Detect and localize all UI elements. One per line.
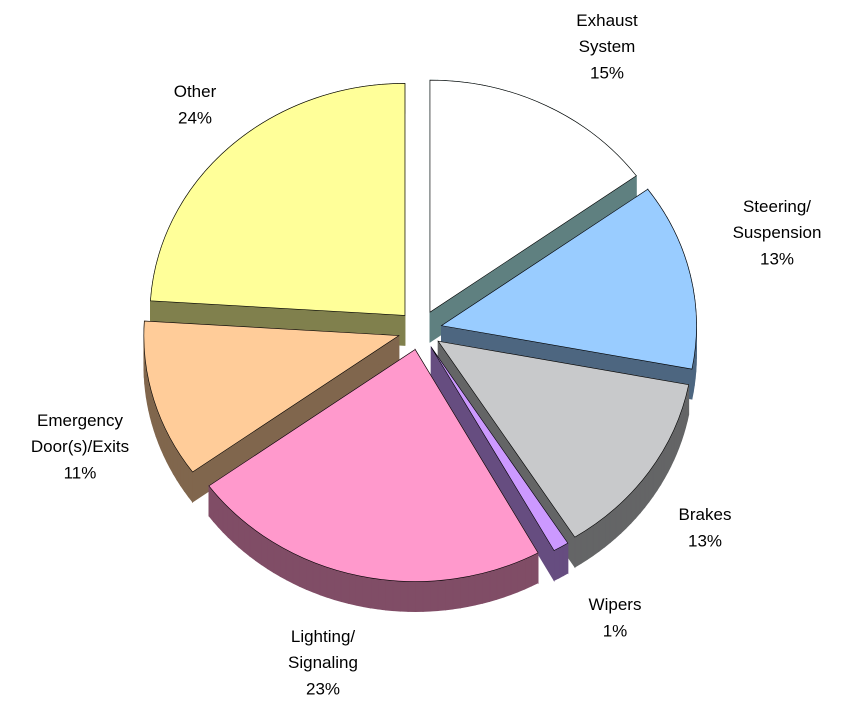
slice-side [362, 576, 372, 609]
category-label: Wipers [589, 595, 642, 614]
value-label: 15% [590, 63, 624, 82]
slice-side [625, 492, 632, 530]
slice-side [635, 481, 641, 519]
slice-side [232, 511, 239, 548]
slice-side [482, 570, 491, 604]
value-label: 23% [306, 679, 340, 698]
slice-side [586, 524, 594, 561]
value-label: 13% [760, 249, 794, 268]
pie-slice [150, 83, 406, 316]
slice-side [503, 564, 512, 598]
slice [143, 320, 400, 504]
slice-side [430, 580, 439, 612]
pie-slice [437, 340, 690, 538]
slice-side [260, 533, 268, 570]
slice-side [574, 532, 582, 568]
slice-side [510, 561, 519, 596]
slice-side [452, 577, 461, 610]
slice-side [553, 547, 560, 582]
pie-slice [440, 188, 697, 370]
slice-side [517, 558, 526, 593]
slice-side [437, 579, 446, 612]
slice-side [496, 566, 505, 600]
slice-side [227, 506, 234, 543]
slice-side [273, 541, 281, 577]
value-label: 11% [64, 463, 97, 482]
slice-side [267, 537, 275, 574]
slice-side [299, 555, 307, 590]
slice-side [474, 572, 483, 606]
slice-side [238, 515, 245, 553]
slice-side [385, 579, 394, 612]
slice-side [562, 542, 569, 577]
slice-side [615, 502, 622, 539]
slice-side [422, 580, 431, 612]
slice-side [648, 464, 654, 503]
slice-side [279, 545, 287, 581]
slice-side [639, 476, 646, 514]
value-label: 13% [688, 531, 722, 550]
slice-side [415, 581, 424, 612]
slice-side [355, 574, 364, 608]
slice-side [620, 497, 627, 535]
slice-side [400, 580, 409, 612]
value-label: 1% [603, 621, 628, 640]
slice [208, 348, 539, 612]
pie-slice [429, 79, 637, 313]
slice-side [392, 580, 401, 612]
slice-side [243, 520, 251, 557]
slice-side [292, 552, 300, 587]
slice-side [326, 566, 335, 601]
category-label: Emergency Door(s)/Exits [31, 411, 129, 456]
category-label: Lighting/Signaling [288, 627, 358, 672]
slice-side [370, 577, 379, 610]
slice-side [580, 528, 588, 565]
slice-side [222, 500, 229, 539]
slice-side [460, 576, 469, 609]
slice-side [255, 529, 262, 566]
slice-side [305, 558, 314, 593]
slice-side [558, 545, 564, 579]
slice-side [467, 574, 476, 608]
slice-side [285, 549, 294, 584]
slice-side [319, 564, 328, 598]
slice-side [630, 486, 637, 525]
category-label: Brakes [679, 505, 732, 524]
slice-side [333, 568, 342, 603]
category-label: Steering/Suspension [733, 197, 822, 242]
slice-side [249, 525, 256, 562]
slice-side [312, 561, 321, 596]
slice-side [348, 572, 357, 606]
slice-side [524, 555, 532, 590]
slice-side [604, 511, 611, 548]
slice-side [445, 578, 454, 611]
slice-side [187, 465, 193, 504]
pie-slice [430, 347, 569, 551]
slice-side [407, 581, 416, 612]
slice [430, 345, 569, 582]
slice-side [598, 516, 606, 553]
slice-side [592, 520, 600, 557]
slice-side [377, 578, 386, 611]
pie-slice [143, 320, 400, 473]
pie-slice [208, 349, 539, 582]
value-label: 24% [178, 108, 212, 127]
category-label: Other [174, 82, 217, 101]
slice-side [644, 470, 650, 509]
category-label: Exhaust System [576, 11, 638, 56]
slice-side [531, 552, 539, 587]
slice-side [489, 568, 498, 602]
slice-side [183, 459, 189, 498]
slice-side [609, 506, 617, 544]
slice-side [340, 571, 350, 605]
